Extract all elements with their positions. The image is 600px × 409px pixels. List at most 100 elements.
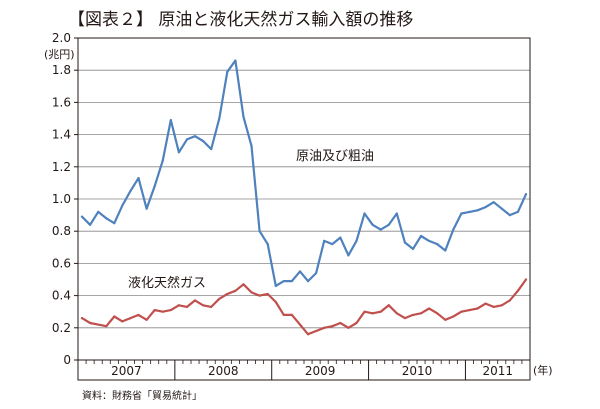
data-point xyxy=(355,239,358,242)
data-point xyxy=(193,299,197,302)
data-point xyxy=(500,304,503,307)
data-point xyxy=(298,323,302,326)
data-point xyxy=(129,317,132,320)
y-tick-label: 0.6 xyxy=(52,256,71,270)
data-point xyxy=(80,215,84,218)
y-tick-label: 1.8 xyxy=(52,63,71,77)
x-axis-unit: (年) xyxy=(533,363,553,377)
data-point xyxy=(306,280,310,283)
data-point xyxy=(331,325,334,328)
data-point xyxy=(476,209,479,212)
data-point xyxy=(371,312,374,315)
data-point xyxy=(97,210,100,213)
data-point xyxy=(395,212,398,215)
data-point xyxy=(476,307,479,310)
y-tick-label: 0.4 xyxy=(52,289,71,303)
data-point xyxy=(419,234,423,238)
y-tick-label: 1.0 xyxy=(52,192,71,206)
data-point xyxy=(379,228,382,231)
data-point xyxy=(210,147,213,151)
series-label: 原油及び粗油 xyxy=(296,149,374,164)
data-point xyxy=(202,139,205,143)
y-axis-ticks: 0 0.2 0.4 0.6 0.8 1.0 1.2 1.4 1.6 1.8 2.0 xyxy=(52,31,71,367)
series-line xyxy=(80,278,528,336)
data-point xyxy=(387,304,390,307)
data-point xyxy=(161,159,164,162)
data-point xyxy=(363,212,366,215)
data-point xyxy=(428,239,431,242)
data-point xyxy=(234,59,237,62)
data-point xyxy=(250,144,253,147)
data-point xyxy=(258,294,261,297)
data-point xyxy=(282,280,285,283)
y-tick-label: 0 xyxy=(63,353,71,367)
data-point xyxy=(355,321,358,325)
series-group xyxy=(80,278,528,336)
data-point xyxy=(411,247,415,251)
data-point xyxy=(153,308,156,312)
data-point xyxy=(524,193,528,196)
data-point xyxy=(428,307,431,310)
data-point xyxy=(484,205,487,209)
year-label: 2008 xyxy=(208,364,239,378)
data-point xyxy=(193,135,197,138)
year-label: 2009 xyxy=(305,364,336,378)
source-note: 資料：財務省「貿易統計」 xyxy=(82,389,202,402)
data-point xyxy=(250,291,253,294)
data-point xyxy=(484,302,487,305)
data-point xyxy=(323,239,326,242)
series-group xyxy=(80,59,528,288)
data-point xyxy=(298,270,302,273)
series-line xyxy=(80,59,528,287)
data-point xyxy=(145,318,148,321)
data-point xyxy=(266,242,269,246)
series-label: 液化天然ガス xyxy=(128,275,206,291)
year-label: 2007 xyxy=(111,364,142,378)
data-point xyxy=(508,214,511,217)
chart-title: 【図表２】 原油と液化天然ガス輸入額の推移 xyxy=(68,10,413,30)
data-point xyxy=(161,310,164,313)
data-point xyxy=(202,304,205,307)
series-lines xyxy=(80,59,528,336)
data-point xyxy=(185,305,189,308)
data-point xyxy=(339,236,342,239)
data-point xyxy=(403,317,406,320)
data-point xyxy=(266,292,269,296)
data-point xyxy=(460,212,463,215)
data-point xyxy=(218,117,221,120)
data-point xyxy=(323,326,326,329)
data-point xyxy=(387,223,390,226)
data-point xyxy=(468,308,471,312)
data-point xyxy=(492,305,495,308)
data-point xyxy=(339,321,342,325)
data-point xyxy=(258,230,261,233)
data-point xyxy=(516,289,519,292)
y-tick-label: 0.2 xyxy=(52,321,71,335)
y-tick-label: 2.0 xyxy=(52,31,71,45)
data-point xyxy=(218,297,221,300)
data-point xyxy=(185,138,189,141)
data-point xyxy=(234,289,237,292)
data-point xyxy=(452,228,455,231)
data-point xyxy=(452,315,455,318)
data-point xyxy=(460,310,463,313)
data-point xyxy=(145,207,148,210)
data-point xyxy=(97,323,100,326)
data-point xyxy=(315,329,318,333)
data-point xyxy=(411,313,415,317)
data-point xyxy=(105,217,108,220)
data-point xyxy=(306,333,310,336)
data-point xyxy=(113,222,116,225)
data-point xyxy=(436,312,439,315)
y-tick-label: 0.8 xyxy=(52,224,71,238)
data-point xyxy=(524,278,528,281)
data-point xyxy=(290,313,293,317)
data-point xyxy=(371,223,374,226)
data-point xyxy=(492,201,495,204)
data-point xyxy=(169,119,172,122)
data-point xyxy=(105,325,108,328)
data-point xyxy=(242,115,245,118)
data-point xyxy=(113,315,116,318)
